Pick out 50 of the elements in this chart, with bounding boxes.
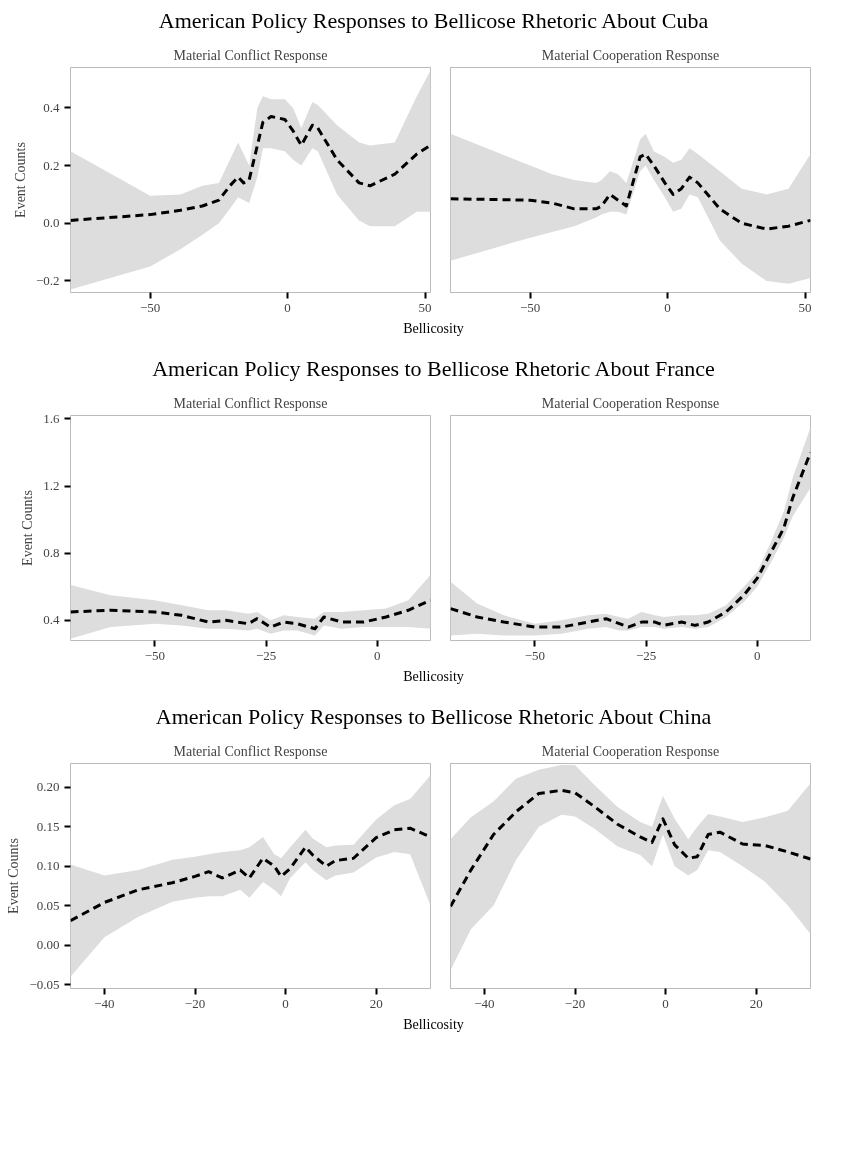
- chart-subtitle: Material Conflict Response: [173, 743, 328, 759]
- x-tick-label: 0: [284, 299, 291, 315]
- chart-subtitle: Material Conflict Response: [173, 47, 328, 63]
- x-tick-label: −40: [94, 995, 115, 1011]
- x-tick-label: −25: [255, 647, 277, 663]
- line-series: [70, 115, 431, 222]
- y-axis-title: Event Counts: [6, 838, 22, 914]
- x-axis-title: Bellicosity: [403, 320, 464, 338]
- chart-title: American Policy Responses to Bellicose Rhetoric About Cuba: [158, 7, 709, 35]
- x-tick-label: −50: [520, 299, 541, 315]
- y-tick-label: 0.2: [43, 157, 60, 173]
- y-tick-label: 1.2: [43, 478, 60, 494]
- y-tick-label: 0.00: [36, 937, 60, 953]
- x-tick-label: 0: [373, 647, 381, 663]
- y-tick-label: −0.05: [29, 976, 60, 992]
- x-tick-label: 50: [798, 299, 812, 315]
- y-axis-title: Event Counts: [20, 490, 36, 566]
- x-tick-label: −25: [635, 647, 657, 663]
- x-tick-label: 20: [749, 995, 763, 1011]
- x-tick-label: −20: [184, 995, 206, 1011]
- x-tick-label: −50: [524, 647, 546, 663]
- chart-title: American Policy Responses to Bellicose Rhetoric About France: [152, 355, 715, 383]
- y-tick-label: 0.4: [43, 99, 60, 115]
- y-tick-label: −0.2: [35, 272, 60, 288]
- y-tick-label: 0.10: [36, 858, 60, 874]
- chart-subtitle: Material Cooperation Response: [541, 743, 720, 759]
- x-tick-label: 0: [282, 995, 289, 1011]
- y-tick-label: 0.05: [36, 897, 60, 913]
- x-tick-label: 20: [369, 995, 383, 1011]
- x-tick-label: −40: [474, 995, 495, 1011]
- x-axis-title: Bellicosity: [403, 1016, 464, 1034]
- x-tick-label: 0: [664, 299, 671, 315]
- y-tick-label: 0.8: [43, 545, 60, 561]
- chart-subtitle: Material Cooperation Response: [541, 47, 720, 63]
- x-tick-label: 0: [662, 995, 669, 1011]
- x-tick-label: 50: [418, 299, 432, 315]
- y-tick-label: 0.0: [43, 215, 60, 231]
- x-tick-label: −50: [144, 647, 166, 663]
- y-axis-title: Event Counts: [12, 142, 28, 218]
- x-axis-title: Bellicosity: [403, 668, 464, 686]
- x-tick-label: 0: [753, 647, 761, 663]
- y-tick-label: 0.4: [43, 612, 60, 628]
- x-tick-label: −50: [140, 299, 161, 315]
- y-tick-label: 0.20: [36, 779, 60, 795]
- x-tick-label: −20: [564, 995, 586, 1011]
- chart-title: American Policy Responses to Bellicose Rhetoric About China: [155, 703, 712, 731]
- chart-subtitle: Material Conflict Response: [173, 395, 328, 411]
- y-tick-label: 0.15: [36, 818, 60, 834]
- y-tick-label: 1.6: [43, 410, 60, 426]
- chart-subtitle: Material Cooperation Response: [541, 395, 720, 411]
